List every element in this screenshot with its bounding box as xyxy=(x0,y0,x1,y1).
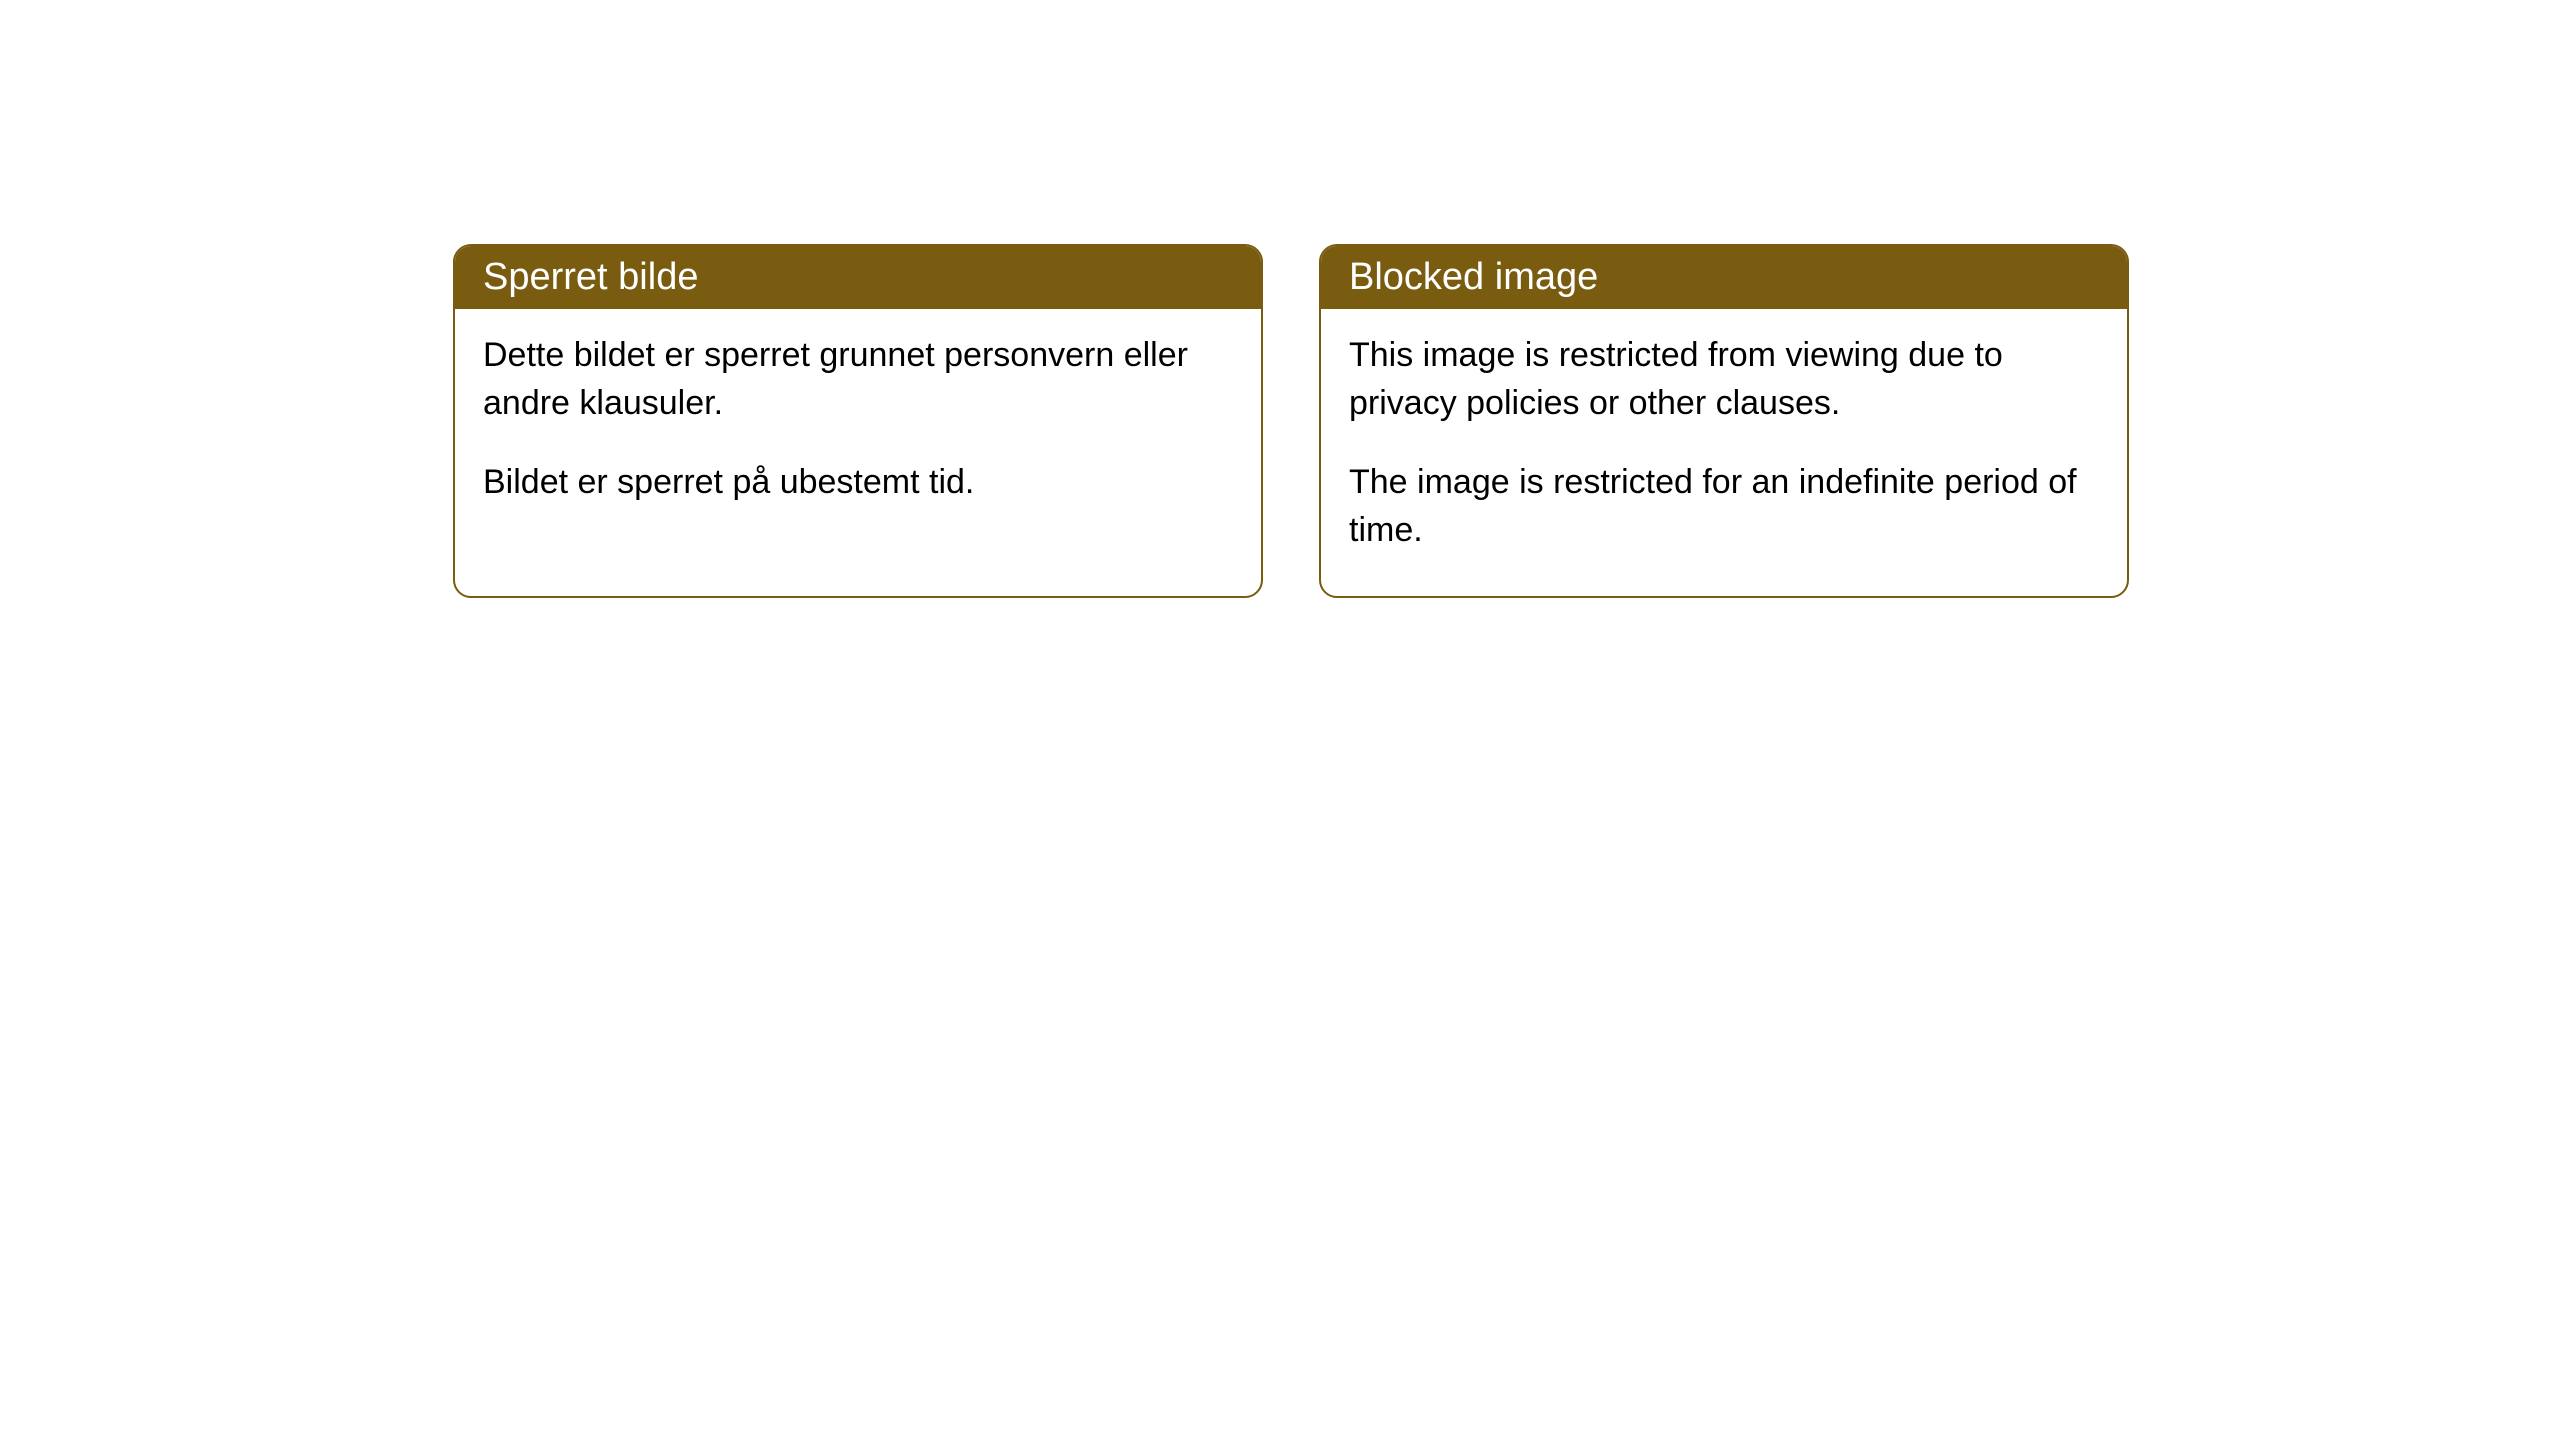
card-paragraph: Bildet er sperret på ubestemt tid. xyxy=(483,458,1233,506)
card-paragraph: The image is restricted for an indefinit… xyxy=(1349,458,2099,555)
card-body-english: This image is restricted from viewing du… xyxy=(1321,309,2127,596)
card-paragraph: This image is restricted from viewing du… xyxy=(1349,331,2099,428)
card-title: Blocked image xyxy=(1349,256,1598,298)
card-header-norwegian: Sperret bilde xyxy=(455,246,1261,309)
notice-cards-container: Sperret bilde Dette bildet er sperret gr… xyxy=(453,244,2129,598)
card-header-english: Blocked image xyxy=(1321,246,2127,309)
card-title: Sperret bilde xyxy=(483,256,698,298)
card-paragraph: Dette bildet er sperret grunnet personve… xyxy=(483,331,1233,428)
card-body-norwegian: Dette bildet er sperret grunnet personve… xyxy=(455,309,1261,548)
notice-card-norwegian: Sperret bilde Dette bildet er sperret gr… xyxy=(453,244,1263,598)
notice-card-english: Blocked image This image is restricted f… xyxy=(1319,244,2129,598)
